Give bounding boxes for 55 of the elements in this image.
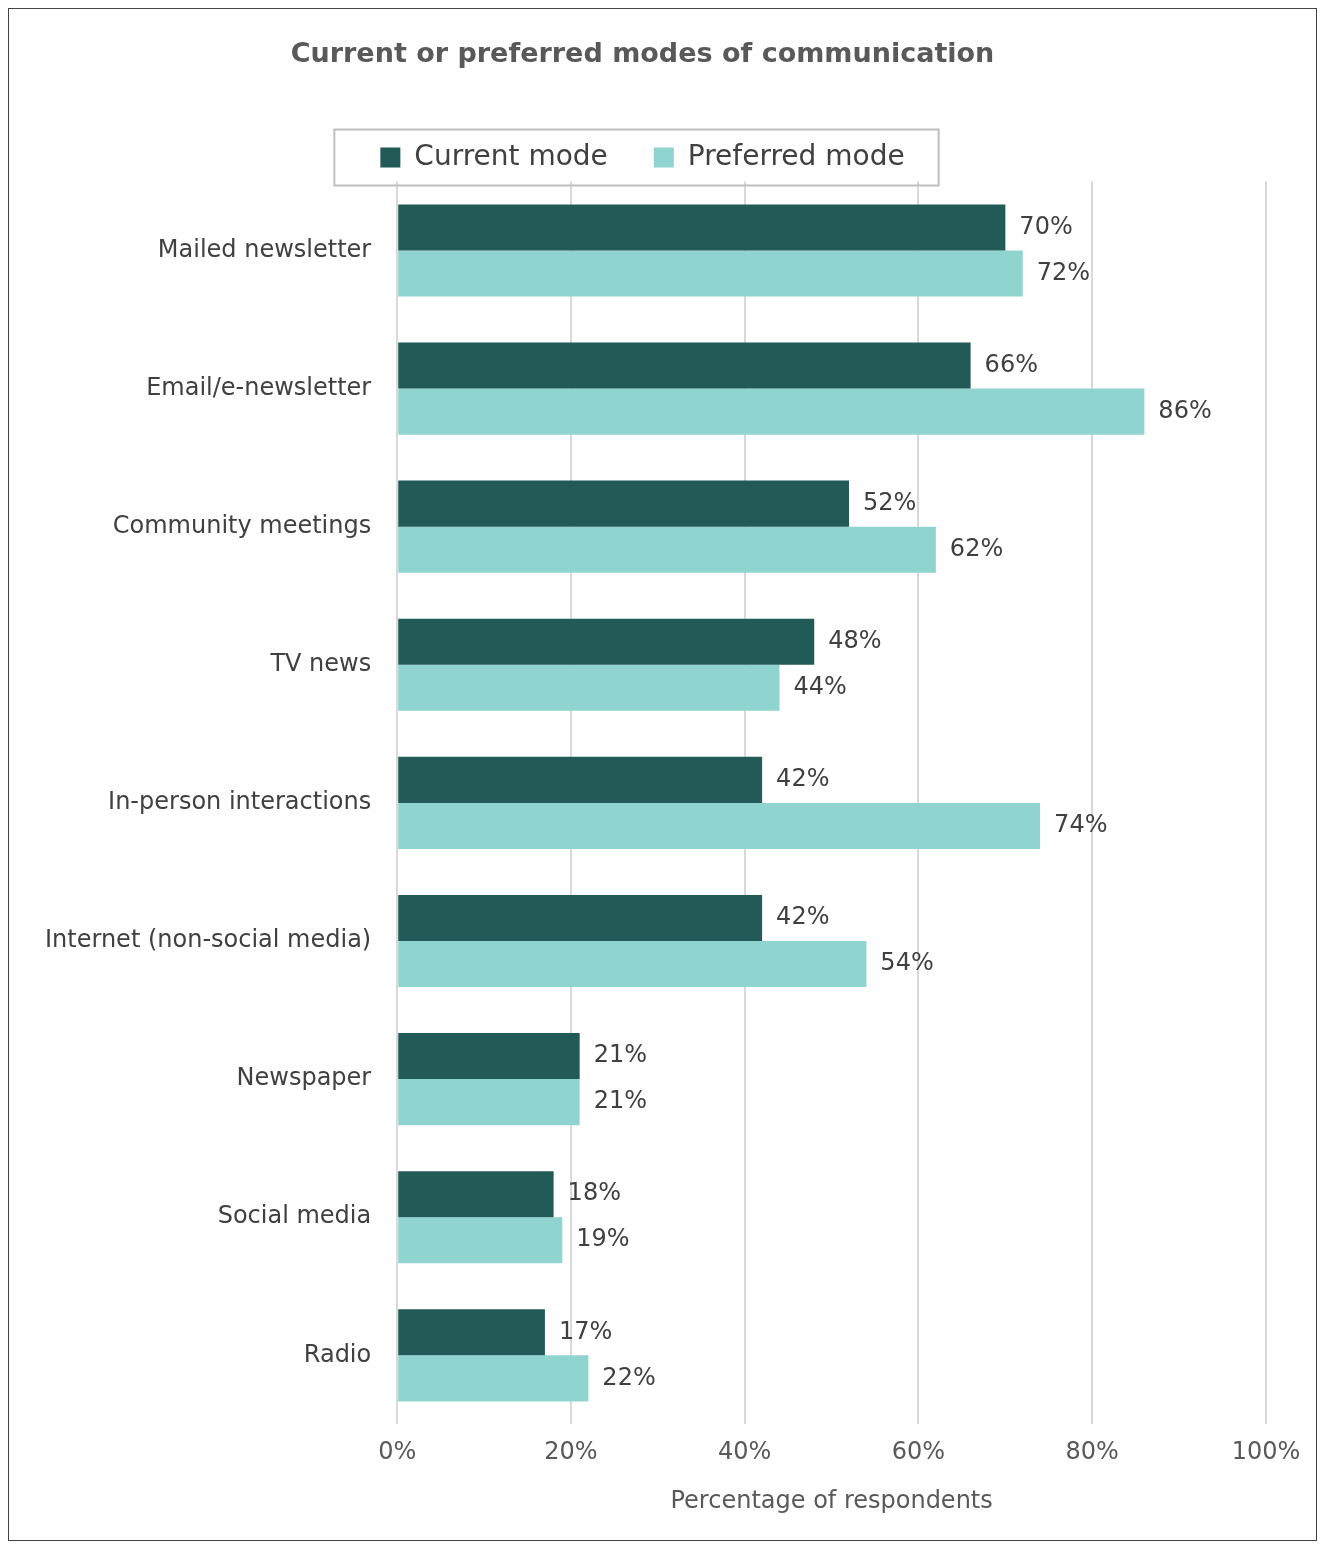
- data-label: 62%: [949, 533, 1004, 562]
- y-tick-label: Newspaper: [236, 1063, 372, 1092]
- data-label: 54%: [880, 948, 934, 977]
- data-label: 21%: [593, 1086, 648, 1115]
- x-tick-label: 0%: [378, 1437, 417, 1466]
- bar: [398, 941, 867, 988]
- x-axis-title: Percentage of respondents: [670, 1485, 993, 1514]
- chart-title: Current or preferred modes of communication: [290, 37, 995, 69]
- data-label: 42%: [776, 902, 830, 931]
- bar: [398, 388, 1145, 435]
- bar: [398, 480, 849, 527]
- legend-label: Current mode: [414, 138, 608, 172]
- y-tick-label: Email/e-newsletter: [146, 372, 372, 401]
- bar: [398, 204, 1006, 251]
- x-tick-label: 100%: [1231, 1437, 1301, 1466]
- data-label: 18%: [567, 1178, 621, 1207]
- data-label: 19%: [576, 1224, 630, 1253]
- y-tick-label: Social media: [217, 1201, 372, 1230]
- data-label: 22%: [602, 1362, 656, 1391]
- data-label: 52%: [862, 487, 917, 516]
- bar: [398, 1355, 589, 1402]
- bar: [398, 756, 763, 803]
- bar: [398, 618, 815, 665]
- bar: [398, 1171, 554, 1218]
- y-tick-label: In-person interactions: [108, 787, 372, 816]
- bar: [398, 664, 780, 711]
- x-tick-label: 60%: [891, 1437, 946, 1466]
- data-label: 74%: [1054, 810, 1108, 839]
- bar: [398, 526, 936, 573]
- data-label: 48%: [828, 625, 882, 654]
- x-tick-label: 80%: [1065, 1437, 1119, 1466]
- bar: [398, 1079, 580, 1126]
- bar: [398, 342, 971, 389]
- x-tick-label: 40%: [718, 1437, 772, 1466]
- bar: [398, 1217, 563, 1264]
- data-label: 17%: [558, 1316, 613, 1345]
- y-tick-label: TV news: [269, 649, 372, 678]
- x-tick-label: 20%: [544, 1437, 598, 1466]
- bar: [398, 250, 1023, 297]
- y-tick-label: Community meetings: [112, 510, 372, 539]
- bar: [398, 1033, 580, 1080]
- y-tick-label: Internet (non-social media): [44, 925, 372, 954]
- data-label: 42%: [776, 764, 830, 793]
- bar: [398, 802, 1041, 849]
- y-tick-label: Radio: [303, 1339, 372, 1368]
- legend-label: Preferred mode: [687, 138, 905, 172]
- bar: [398, 894, 763, 942]
- data-label: 86%: [1158, 395, 1212, 424]
- bar: [398, 1309, 545, 1356]
- data-label: 66%: [984, 349, 1038, 378]
- data-label: 44%: [793, 672, 847, 701]
- data-label: 21%: [593, 1040, 648, 1069]
- data-label: 70%: [1019, 211, 1073, 240]
- data-label: 72%: [1036, 257, 1091, 286]
- y-tick-label: Mailed newsletter: [157, 234, 372, 263]
